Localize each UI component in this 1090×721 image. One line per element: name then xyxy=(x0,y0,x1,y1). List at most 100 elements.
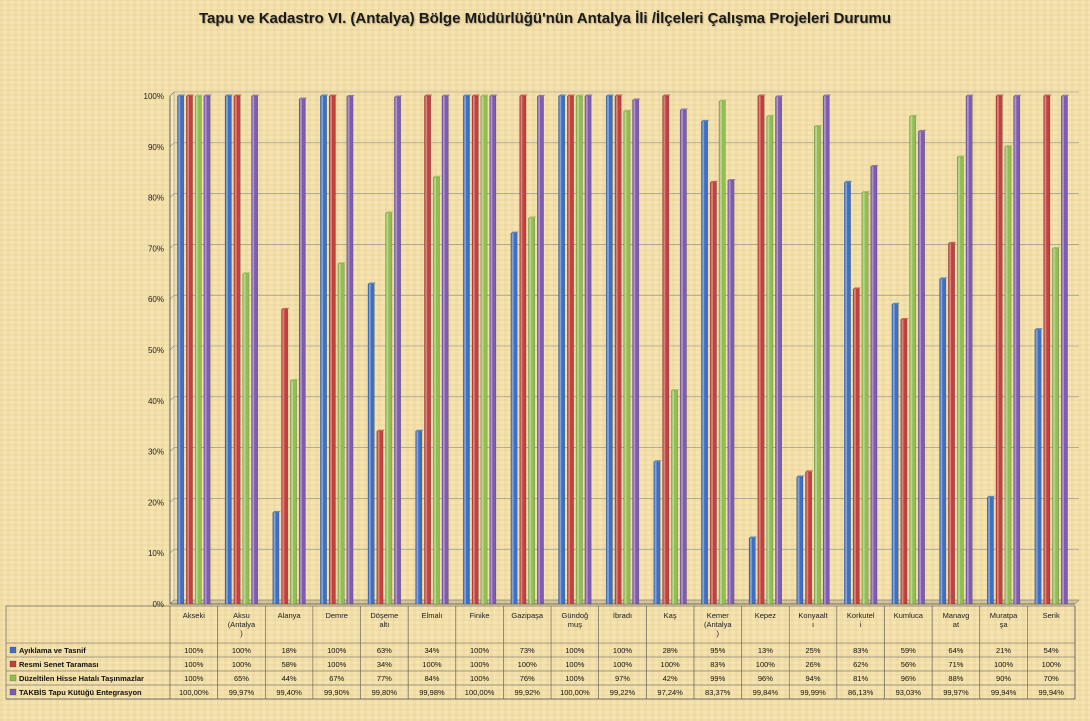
bar-top xyxy=(957,155,966,157)
bar-body xyxy=(242,273,250,605)
bar xyxy=(891,302,900,605)
bar xyxy=(432,175,442,605)
bar-top xyxy=(433,175,442,178)
table-cell-value: 99,98% xyxy=(419,688,445,697)
table-cell-value: 13% xyxy=(758,646,773,655)
gridline-side xyxy=(169,599,175,605)
table-cell-value: 99,94% xyxy=(991,688,1017,697)
category-label: Finike xyxy=(470,611,490,620)
bar-body xyxy=(489,95,497,605)
bar-body xyxy=(1060,96,1068,605)
bar-top xyxy=(376,429,385,432)
bar-body xyxy=(775,96,782,605)
bar-body xyxy=(194,95,202,605)
table-cell-value: 34% xyxy=(424,646,439,655)
bar xyxy=(337,262,346,605)
bar-body xyxy=(281,309,289,605)
bar-top xyxy=(537,94,546,97)
table-cell-value: 99,22% xyxy=(610,688,636,697)
bar-top xyxy=(805,470,814,472)
legend-key xyxy=(9,660,17,668)
bar xyxy=(346,95,355,605)
bar-body xyxy=(1043,95,1051,605)
bar-top xyxy=(177,94,186,96)
table-cell-value: 88% xyxy=(948,674,963,683)
bar-highlight xyxy=(282,309,285,604)
category-label: at xyxy=(953,620,960,629)
bar-top xyxy=(662,94,671,96)
table-cell-value: 100% xyxy=(422,660,442,669)
table-cell-value: 97,24% xyxy=(657,688,683,697)
bar xyxy=(909,114,918,605)
gridline-side xyxy=(169,142,175,148)
table-cell-value: 99,94% xyxy=(1038,688,1064,697)
bar-body xyxy=(814,126,821,605)
bar-highlight xyxy=(966,96,969,604)
bar-highlight xyxy=(797,477,800,604)
bar-body xyxy=(965,95,973,605)
bar xyxy=(298,97,307,605)
y-tick-label: 70% xyxy=(148,244,164,253)
category-label: Manavg xyxy=(943,611,970,620)
table-cell-value: 100% xyxy=(613,660,633,669)
bar-top xyxy=(965,94,974,97)
bar xyxy=(796,475,805,605)
table-cell-value: 99,40% xyxy=(276,688,302,697)
bar-top xyxy=(1013,94,1022,97)
bar-body xyxy=(891,304,899,605)
y-tick-label: 50% xyxy=(148,346,164,355)
bar xyxy=(844,180,853,605)
bar-body xyxy=(177,95,185,605)
bar xyxy=(1043,94,1052,605)
bar-highlight xyxy=(291,380,294,604)
bar xyxy=(701,119,710,605)
category-label: ) xyxy=(717,629,720,638)
category-label: i xyxy=(860,620,862,629)
bar-highlight xyxy=(338,263,341,604)
bar-top xyxy=(748,536,757,538)
table-cell-value: 44% xyxy=(282,674,297,683)
bar-highlight xyxy=(464,96,467,604)
bar-highlight xyxy=(196,96,198,604)
bar-highlight xyxy=(178,96,181,604)
bar xyxy=(251,94,260,605)
bar-body xyxy=(203,95,211,605)
bar xyxy=(965,94,974,605)
table-cell-value: 100% xyxy=(184,660,204,669)
bar xyxy=(528,216,537,605)
bar-body xyxy=(1034,329,1042,605)
bar-body xyxy=(995,95,1003,605)
bar-highlight xyxy=(559,96,562,604)
table-cell-value: 21% xyxy=(996,646,1011,655)
bar-body xyxy=(671,390,678,605)
bar-highlight xyxy=(321,96,324,604)
bar-highlight xyxy=(473,96,475,604)
table-cell-value: 76% xyxy=(520,674,535,683)
bar xyxy=(766,114,775,605)
table-cell-value: 81% xyxy=(853,674,868,683)
bar-top xyxy=(606,94,614,96)
bar-top xyxy=(272,511,281,513)
bar xyxy=(775,95,784,605)
category-label: (Antalya xyxy=(228,620,256,629)
table-cell-value: 70% xyxy=(1044,674,1059,683)
bar xyxy=(709,180,719,605)
gridline-side xyxy=(169,396,175,402)
bar-highlight xyxy=(845,182,848,605)
category-label: Kemer xyxy=(707,611,730,620)
bar-top xyxy=(415,429,424,432)
legend-label: TAKBİS Tapu Kütüğü Entegrasyon xyxy=(19,688,142,697)
bar-highlight xyxy=(1062,96,1064,604)
table-cell-value: 100% xyxy=(184,646,204,655)
y-tick-label: 100% xyxy=(144,92,164,101)
bar xyxy=(415,429,424,605)
bar xyxy=(510,231,519,605)
bar-highlight xyxy=(1044,96,1047,604)
bar xyxy=(1034,328,1043,605)
bar xyxy=(805,470,814,605)
table-cell-value: 100,00% xyxy=(560,688,590,697)
bar xyxy=(679,108,689,605)
category-label: Gazipaşa xyxy=(511,611,544,620)
bar-top xyxy=(853,287,861,290)
